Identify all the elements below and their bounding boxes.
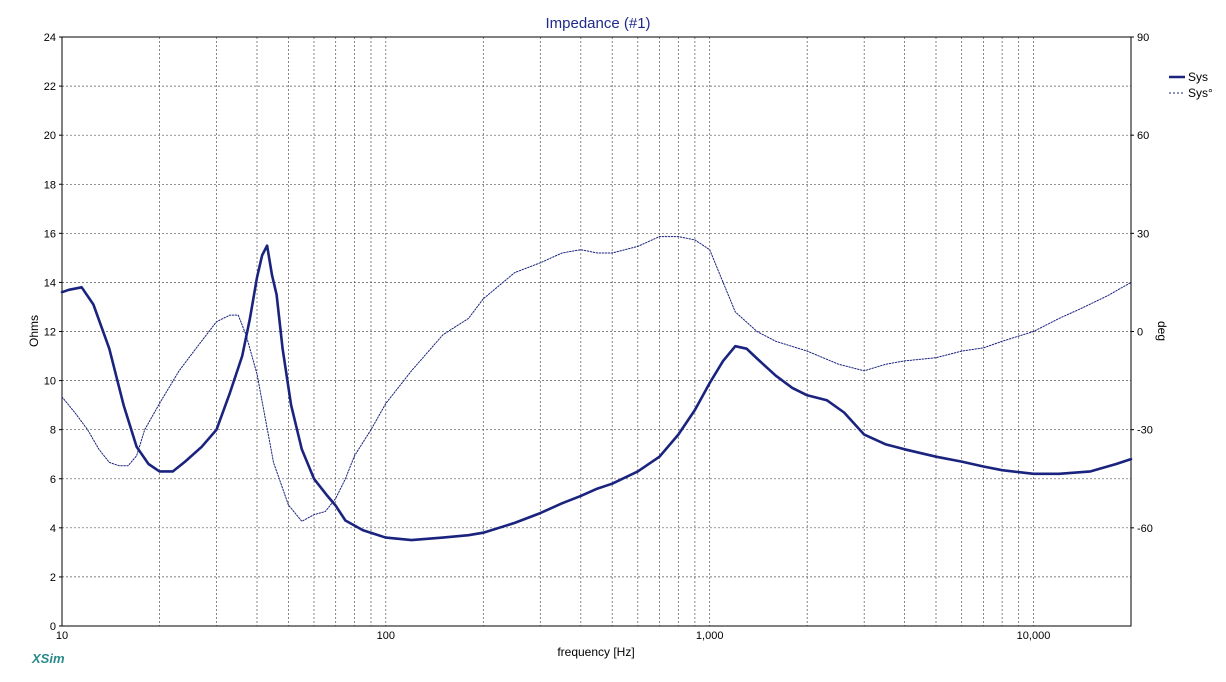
series-line-sys (60, 244, 1133, 542)
y2-tick-label: -30 (1137, 425, 1153, 437)
y-axis-title: Ohms (27, 315, 41, 347)
y2-axis-title: deg (1155, 321, 1169, 341)
y-tick-label: 4 (50, 523, 56, 535)
y-tick-label: 0 (50, 621, 56, 633)
series-line-sys-phase (61, 236, 1132, 522)
legend: Sys Sys° (1169, 70, 1213, 100)
y-tick-label: 24 (44, 32, 56, 44)
y-tick-label: 20 (44, 130, 56, 142)
y-tick-label: 2 (50, 572, 56, 584)
y2-tick-label: 30 (1137, 228, 1149, 240)
y-tick-label: 10 (44, 376, 56, 388)
y2-tick-label: 90 (1137, 32, 1149, 44)
x-tick-label: 1,000 (696, 630, 724, 642)
y-tick-label: 14 (44, 277, 56, 289)
x-axis-title: frequency [Hz] (557, 645, 634, 659)
x-tick-label: 10 (56, 630, 68, 642)
xsim-brand: XSim (31, 651, 65, 666)
chart-title: Impedance (#1) (545, 15, 650, 32)
y-tick-label: 6 (50, 474, 56, 486)
y2-tick-label: 60 (1137, 130, 1149, 142)
y2-tick-label: 0 (1137, 327, 1143, 339)
legend-label-sys: Sys (1188, 70, 1208, 84)
series-layer (60, 236, 1133, 542)
y2-tick-label: -60 (1137, 523, 1153, 535)
y-tick-label: 22 (44, 81, 56, 93)
y-tick-label: 12 (44, 327, 56, 339)
grid-lines (62, 37, 1131, 626)
y-tick-label: 8 (50, 425, 56, 437)
x-tick-label: 10,000 (1017, 630, 1051, 642)
legend-label-sys-phase: Sys° (1188, 86, 1213, 100)
x-tick-label: 100 (377, 630, 395, 642)
y-tick-label: 16 (44, 228, 56, 240)
y-tick-label: 18 (44, 179, 56, 191)
